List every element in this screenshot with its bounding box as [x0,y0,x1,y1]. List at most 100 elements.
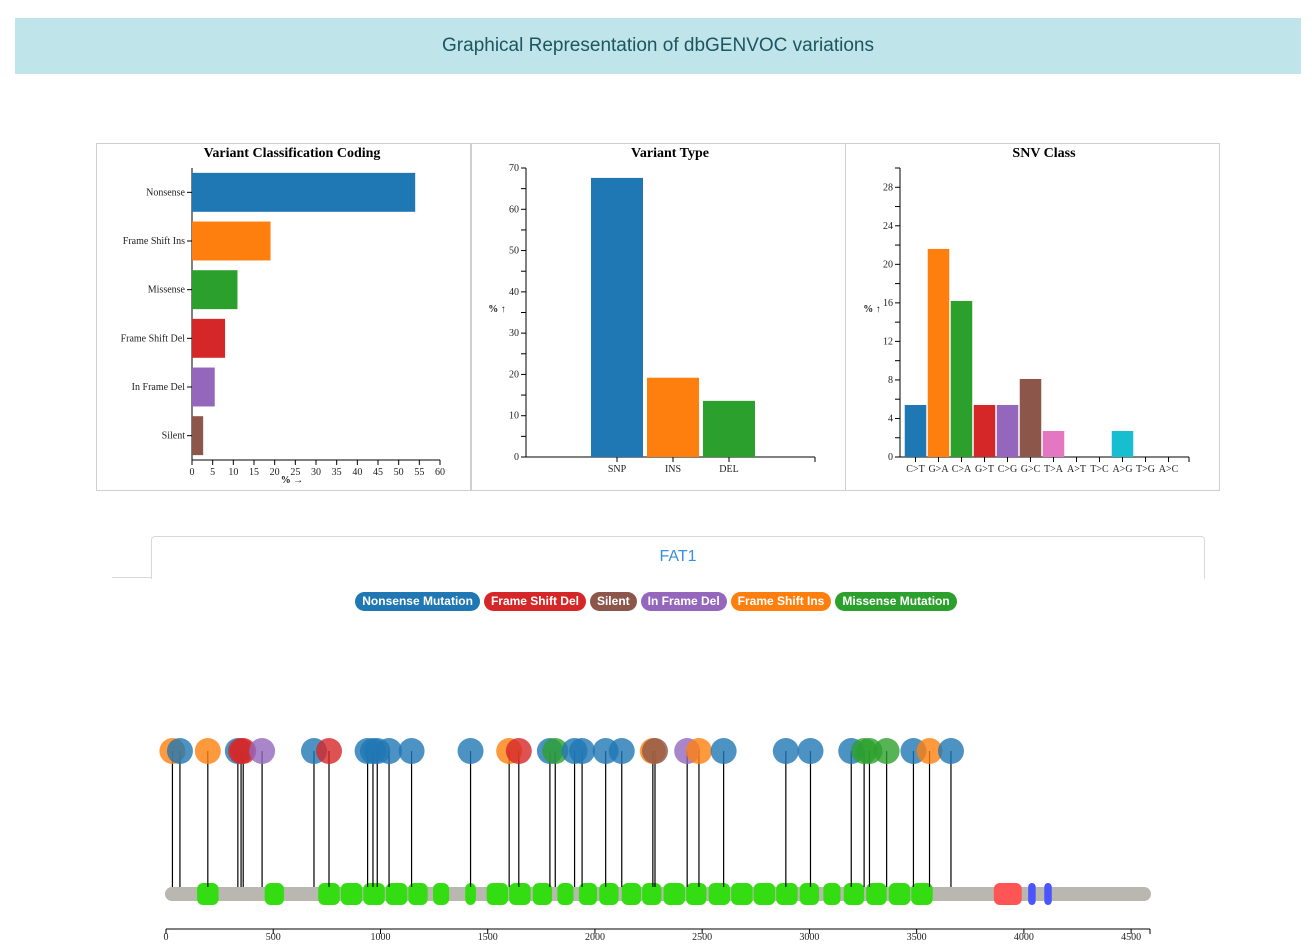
y-tick-label: 50 [509,246,519,257]
protein-domain [532,883,553,905]
protein-domain [264,883,284,905]
protein-domain [843,883,865,905]
panel-snv-class: SNV Class 0 4 8 12 16 20 24 28 % ↑ C>T G>A C>A G>T C>G… [845,143,1220,491]
panel-variant-type: Variant Type 0 10 20 30 40 50 60 70 % ↑ SNP INS DEL [471,143,846,491]
x-tick-label: A>T [1067,464,1086,475]
x-tick-label: 4500 [1121,932,1141,943]
y-tick-label: 20 [883,259,893,270]
protein-domain [708,883,731,905]
protein-domain [911,883,933,905]
x-tick-label: 500 [266,932,281,943]
x-tick-label: 10 [228,467,238,478]
x-tick-label: 55 [414,467,424,478]
protein-domain [408,883,428,905]
chart-snv-class: SNV Class 0 4 8 12 16 20 24 28 % ↑ C>T G>A C>A G>T C>G… [863,146,1190,475]
y-tick-label: Frame Shift Ins [123,236,185,247]
protein-domain [486,883,509,905]
protein-domain [823,883,841,905]
legend-item-frame-shift-ins[interactable]: Frame Shift Ins [730,592,832,611]
y-tick-label: 28 [883,182,893,193]
x-tick-label: 0 [164,932,169,943]
mutation-head-frame-shift-ins [916,738,943,764]
x-tick-label: G>A [928,464,949,475]
protein-domain [433,883,450,905]
protein-domain [599,883,619,905]
protein-domain [340,883,363,905]
x-axis-label: % → [281,475,304,486]
bar-nonsense [192,172,416,212]
protein-domain [1044,883,1052,905]
bar-silent [192,416,204,456]
x-tick-label: INS [665,464,681,475]
mutation-head-in-frame-del [249,738,276,764]
mutation-head-frame-shift-del [315,738,342,764]
legend-item-frame-shift-del[interactable]: Frame Shift Del [483,592,586,611]
panel-variant-classification: Variant Classification Coding Nonsense Fra… [96,143,471,491]
bar-ga [927,248,950,457]
y-tick-label: 0 [514,452,519,463]
protein-domain [557,883,574,905]
protein-domain [866,883,887,905]
x-tick-label: A>C [1159,464,1179,475]
mutation-head-nonsense-mutation [569,738,596,764]
protein-domain [642,883,662,905]
protein-domain [385,883,408,905]
y-tick-label: 10 [509,411,519,422]
chart-title: Variant Classification Coding [204,146,381,161]
y-axis-label: % ↑ [488,304,506,315]
chart-variant-classification: Variant Classification Coding Nonsense Fra… [121,146,445,486]
mutation-legend: Nonsense Mutation Frame Shift Del Silent In… [0,592,1312,611]
protein-domain [197,883,219,905]
mutation-head-frame-shift-ins [685,738,712,764]
y-tick-label: 70 [509,163,519,174]
legend-item-missense-mutation[interactable]: Missense Mutation [835,592,957,611]
tab-gene-fat1[interactable]: FAT1 [151,536,1205,579]
mutation-head-nonsense-mutation [608,738,635,764]
y-tick-label: 12 [883,336,893,347]
y-tick-label: 30 [509,328,519,339]
x-tick-label: 50 [394,467,404,478]
bar-del [703,400,755,457]
y-tick-label: Missense [148,285,186,296]
bar-cg [996,404,1019,457]
y-tick-label: 0 [888,452,893,463]
bar-gc [1019,378,1042,457]
y-tick-label: 20 [509,369,519,380]
mutation-head-silent [641,738,668,764]
chart-title: Variant Type [631,146,709,161]
x-tick-label: T>G [1136,464,1155,475]
mutation-head-frame-shift-del [230,738,257,764]
protein-domain [753,883,776,905]
page-title: Graphical Representation of dbGENVOC var… [442,35,874,56]
x-tick-label: 2000 [585,932,605,943]
lollipop-plot: 0 500 1000 1500 2000 2500 3000 3500 4000 4500 [159,738,1151,943]
y-tick-label: 60 [509,204,519,215]
protein-domain [776,883,798,905]
mutation-head-nonsense-mutation [937,738,964,764]
bar-missense [192,270,238,310]
protein-domain [363,883,385,905]
protein-domain [578,883,598,905]
y-tick-label: Frame Shift Del [121,333,186,344]
legend-item-silent[interactable]: Silent [589,592,637,611]
mutation-head-nonsense-mutation [376,738,403,764]
x-tick-label: G>C [1021,464,1041,475]
x-tick-label: C>A [952,464,972,475]
x-tick-label: 2500 [692,932,712,943]
bar-ag [1111,430,1134,457]
protein-domain [731,883,753,905]
x-tick-label: 60 [435,467,445,478]
protein-domain [621,883,642,905]
bar-frame-shift-ins [192,221,271,261]
legend-item-in-frame-del[interactable]: In Frame Del [640,592,727,611]
legend-item-nonsense-mutation[interactable]: Nonsense Mutation [355,592,480,611]
mutation-head-nonsense-mutation [398,738,425,764]
chart-title: SNV Class [1012,146,1076,161]
mutation-head-frame-shift-del [505,738,532,764]
protein-domain [686,883,707,905]
y-tick-label: Nonsense [146,187,185,198]
y-tick-label: Silent [162,431,186,442]
x-tick-label: 40 [352,467,362,478]
x-tick-label: T>C [1090,464,1109,475]
y-tick-label: 8 [888,375,893,386]
